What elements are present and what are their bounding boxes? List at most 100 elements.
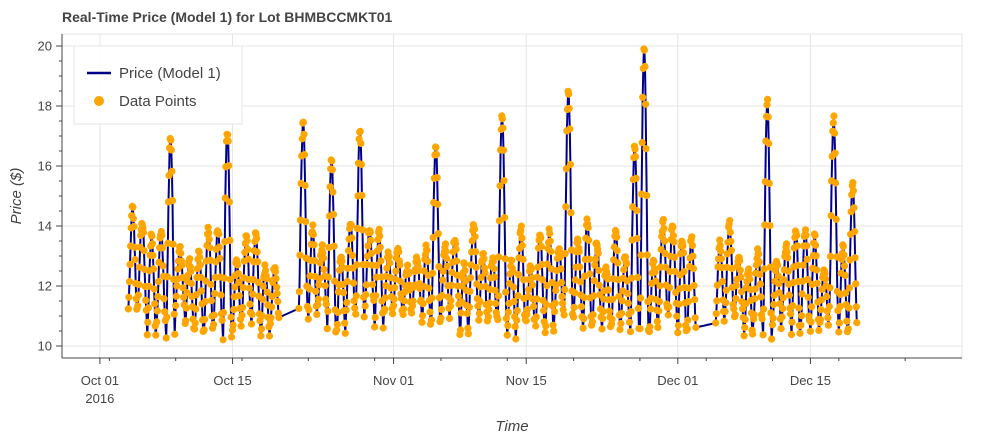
data-point [688, 241, 697, 250]
data-point [226, 236, 234, 244]
data-point [454, 292, 462, 300]
data-point [620, 266, 628, 274]
data-point [313, 310, 321, 318]
data-point [172, 292, 180, 300]
data-point [852, 280, 860, 288]
data-point [756, 280, 765, 288]
data-point [851, 228, 859, 236]
data-point [716, 241, 724, 250]
data-point [371, 313, 379, 321]
data-point [400, 305, 408, 313]
data-point [341, 329, 349, 337]
data-point [176, 243, 184, 251]
data-point [324, 307, 332, 315]
data-point [654, 323, 662, 331]
data-point [660, 224, 668, 232]
data-point [191, 319, 199, 327]
data-point [614, 259, 622, 267]
data-point [352, 292, 360, 300]
data-point [537, 234, 545, 242]
data-point [191, 325, 199, 333]
data-point [491, 286, 499, 294]
data-point [463, 309, 471, 318]
data-point [254, 278, 262, 286]
data-point [849, 179, 857, 187]
data-point [320, 265, 328, 273]
data-point [310, 241, 318, 249]
data-point [266, 320, 274, 328]
data-point [219, 336, 227, 344]
data-point [300, 130, 308, 138]
data-point [542, 301, 550, 309]
data-point [324, 273, 332, 281]
data-point [192, 291, 200, 299]
data-point [476, 297, 484, 306]
data-point [832, 215, 840, 223]
data-point [261, 261, 269, 269]
data-point [479, 250, 487, 258]
data-point [504, 308, 512, 316]
data-point [528, 274, 536, 282]
data-point [437, 314, 445, 322]
data-point [328, 166, 336, 174]
data-point [528, 281, 537, 289]
data-point [780, 275, 788, 284]
data-point [634, 273, 642, 281]
data-point [764, 95, 772, 103]
data-point [585, 255, 593, 263]
data-point [491, 273, 499, 281]
data-point [494, 292, 502, 300]
data-point [751, 285, 759, 293]
data-point [472, 248, 480, 256]
data-point [451, 240, 460, 248]
data-point [815, 326, 823, 334]
data-point [408, 309, 416, 317]
data-point [129, 203, 137, 211]
data-point [764, 113, 772, 121]
data-point [200, 326, 208, 334]
data-point [361, 302, 369, 310]
data-point [801, 226, 810, 234]
data-point [376, 232, 384, 240]
data-point [253, 234, 261, 242]
data-point [457, 309, 465, 317]
data-point [352, 310, 360, 318]
data-point [500, 177, 508, 185]
data-point [334, 308, 342, 316]
data-point [731, 311, 739, 319]
data-point [680, 268, 688, 276]
data-point [588, 317, 597, 326]
data-point [472, 263, 480, 271]
data-point [632, 174, 640, 182]
data-point [825, 302, 834, 311]
data-point [273, 283, 281, 291]
data-point [646, 323, 654, 331]
data-point [502, 314, 510, 323]
data-point [274, 297, 282, 306]
y-tick-label: 18 [38, 99, 52, 114]
data-point [671, 253, 679, 261]
data-point [650, 257, 658, 265]
data-point [832, 179, 840, 187]
data-point [728, 264, 736, 273]
data-point [315, 281, 323, 289]
data-point [220, 308, 228, 317]
data-point [248, 310, 256, 319]
data-point [150, 285, 158, 293]
data-point [829, 119, 837, 127]
data-point [144, 318, 152, 326]
data-point [656, 282, 664, 290]
data-point [367, 249, 375, 257]
data-point [726, 217, 734, 225]
data-point [514, 271, 523, 279]
data-point [842, 289, 850, 297]
data-point [732, 295, 740, 303]
data-point [623, 260, 631, 268]
data-point [267, 314, 275, 322]
data-point [727, 237, 735, 245]
data-point [149, 251, 157, 260]
data-point [558, 293, 566, 301]
data-point [599, 315, 607, 323]
data-point [538, 260, 546, 269]
data-point [736, 257, 744, 265]
